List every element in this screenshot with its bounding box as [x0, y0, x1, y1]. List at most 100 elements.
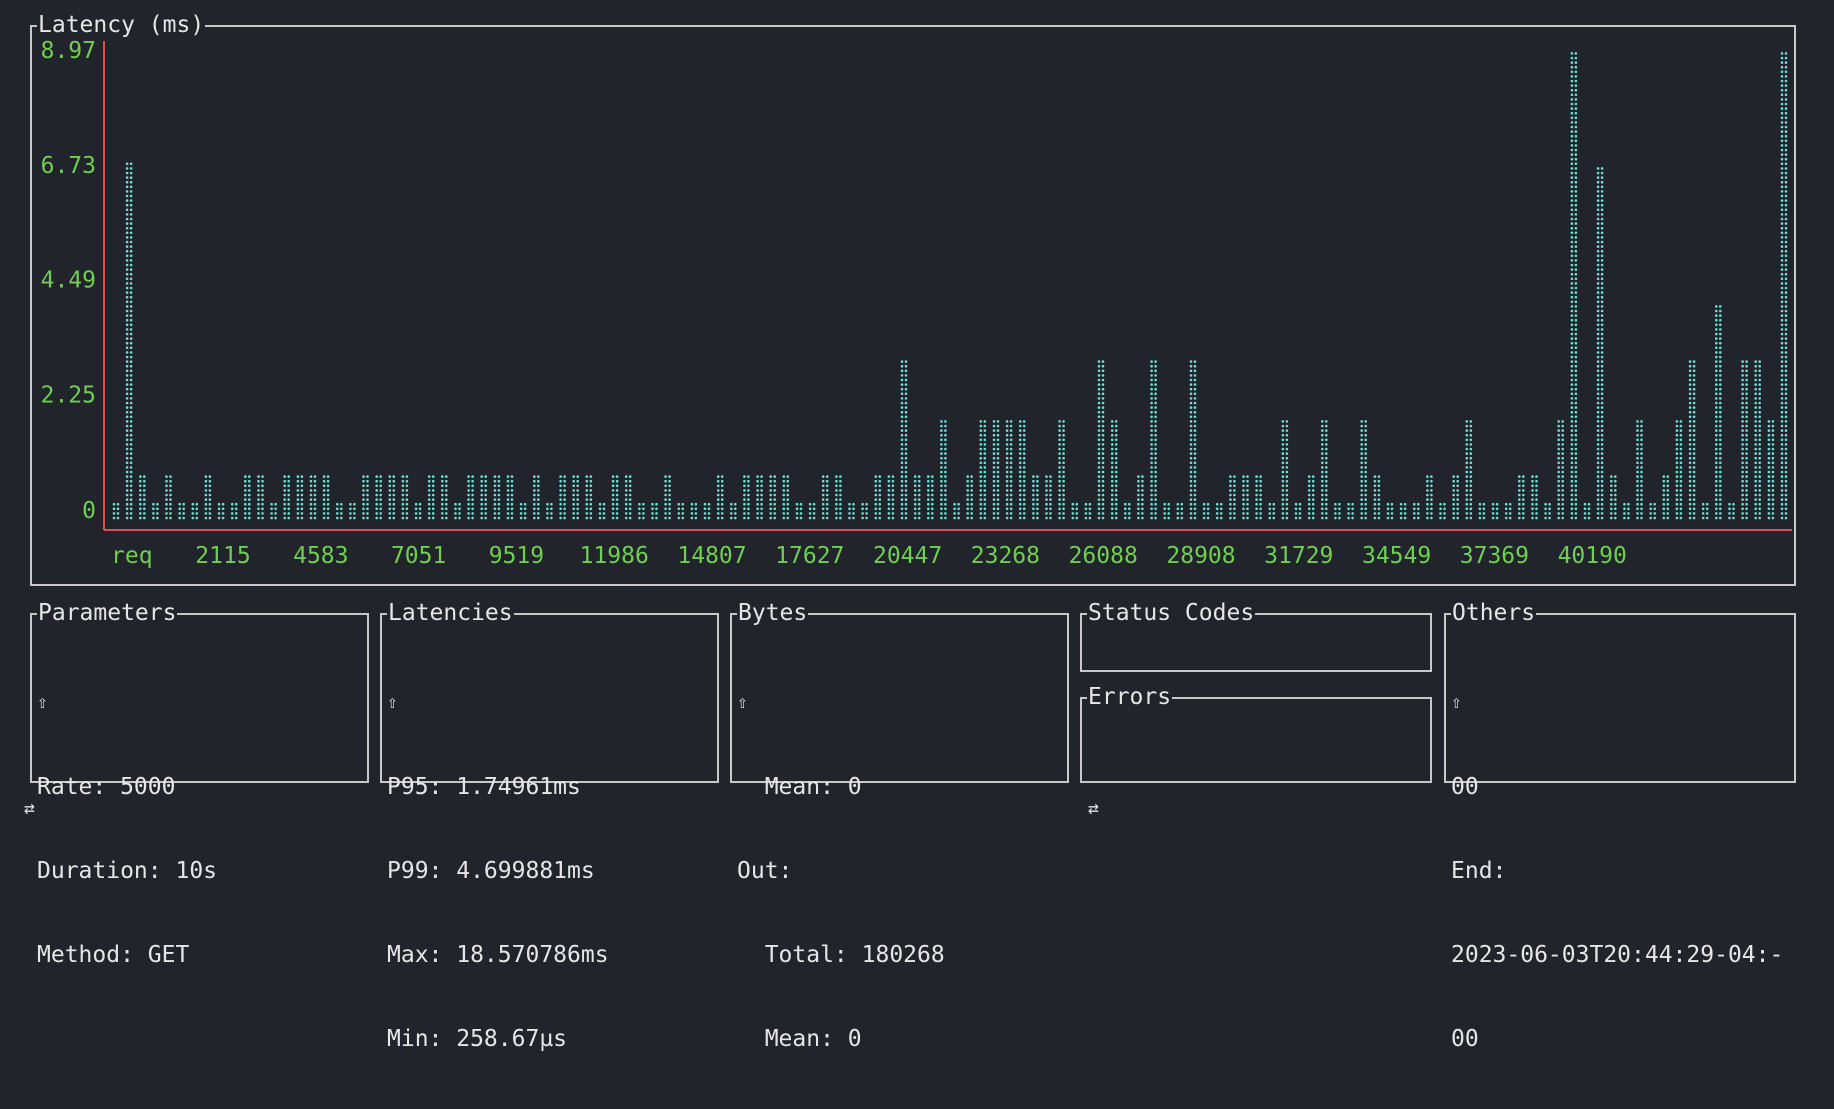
scroll-up-arrow-icon[interactable]: ⇧: [387, 692, 398, 713]
latency-min: Min: 258.67µs: [387, 1026, 568, 1052]
latency-bar: [690, 502, 698, 520]
latency-bar: [585, 475, 593, 520]
latency-bar: [1596, 167, 1604, 520]
latency-bar: [887, 475, 895, 520]
latencies-title: Latencies: [387, 598, 514, 628]
latency-bar: [1242, 475, 1249, 520]
bytes-panel: Bytes ⇧ Mean: 0 Out: Total: 180268 Mean:…: [730, 598, 1069, 1052]
latency-bar: [1701, 502, 1709, 520]
latency-bar: [1780, 52, 1788, 520]
others-end-label: End:: [1451, 858, 1507, 884]
latency-bar: [874, 475, 882, 520]
swap-right-icon[interactable]: ⇄: [1088, 798, 1099, 819]
latency-bar: [664, 475, 671, 520]
latency-bar: [1426, 475, 1433, 520]
latency-bar: [1623, 502, 1630, 520]
parameters-body: ⇧ Rate: 5000 Duration: 10s Method: GET: [37, 633, 363, 1025]
latency-bar: [1675, 420, 1683, 520]
latency-p99: P99: 4.699881ms: [387, 858, 595, 884]
latency-bar: [1491, 502, 1499, 520]
latency-bar: [1018, 420, 1026, 520]
latency-bar: [1347, 502, 1354, 520]
latency-bar: [624, 475, 632, 520]
latency-bar: [1373, 475, 1381, 520]
latency-bar: [1084, 502, 1092, 520]
latency-bar: [1754, 360, 1761, 520]
latency-bar: [861, 502, 868, 520]
latency-bar: [112, 502, 120, 520]
latency-bar: [309, 475, 317, 520]
latency-bar: [1268, 502, 1276, 520]
others-end-timestamp: 2023-06-03T20:44:29-04:-: [1451, 942, 1784, 968]
errors-title: Errors: [1087, 682, 1173, 712]
latency-bar: [204, 475, 212, 520]
x-tick-label: 40190: [1558, 543, 1627, 569]
latency-bar: [1202, 502, 1210, 520]
x-tick-label: 2115: [195, 543, 250, 569]
scroll-up-arrow-icon[interactable]: ⇧: [737, 692, 748, 713]
latency-bar: [953, 502, 960, 520]
latency-bar: [1032, 475, 1039, 520]
latency-bar: [1570, 52, 1578, 520]
x-tick-label: 20447: [873, 543, 942, 569]
errors-panel: Errors: [1080, 682, 1432, 783]
others-line-1: 00: [1451, 774, 1479, 800]
latency-bar: [454, 502, 461, 520]
latency-bar: [559, 475, 566, 520]
x-tick-label: 7051: [391, 543, 446, 569]
latency-bar: [1518, 475, 1525, 520]
latency-bar: [1413, 502, 1420, 520]
latency-bar: [467, 475, 474, 520]
latency-bar: [1688, 360, 1696, 520]
latency-bar: [651, 502, 658, 520]
latency-bar: [940, 420, 947, 520]
latency-bar: [1662, 475, 1670, 520]
latency-bar: [257, 475, 264, 520]
x-tick-label-start: req: [111, 543, 153, 569]
scroll-up-arrow-icon[interactable]: ⇧: [1451, 692, 1462, 713]
bytes-title: Bytes: [737, 598, 809, 628]
latency-bar: [1334, 502, 1341, 520]
latency-bar: [1124, 502, 1131, 520]
latencies-panel: Latencies ⇧ P95: 1.74961ms P99: 4.699881…: [380, 598, 719, 1052]
latency-bar: [638, 502, 645, 520]
latency-bar: [283, 475, 290, 520]
latency-bar: [795, 502, 803, 520]
latencies-body: ⇧ P95: 1.74961ms P99: 4.699881ms Max: 18…: [387, 633, 713, 1109]
y-tick-label: 4.49: [41, 268, 96, 294]
latency-bar: [388, 475, 396, 520]
latency-bar: [1636, 420, 1643, 520]
latency-bar: [808, 502, 816, 520]
latency-bar: [1189, 360, 1197, 520]
latency-bar: [1504, 502, 1512, 520]
y-tick-label: 2.25: [41, 383, 96, 409]
latency-bar: [441, 475, 448, 520]
latency-bar: [375, 475, 383, 520]
latency-bar: [979, 420, 987, 520]
latency-bar: [1215, 502, 1223, 520]
bytes-out-label: Out:: [737, 858, 793, 884]
latency-bar: [506, 475, 514, 520]
y-tick-label: 6.73: [41, 153, 96, 179]
latency-bar: [677, 502, 685, 520]
bytes-out-mean: Mean: 0: [737, 1026, 862, 1052]
parameter-method: Method: GET: [37, 942, 190, 968]
latency-bar: [900, 360, 908, 520]
bytes-in-mean: Mean: 0: [737, 774, 862, 800]
x-tick-label: 9519: [489, 543, 544, 569]
latency-bar: [1176, 502, 1184, 520]
latency-bar: [1045, 475, 1052, 520]
x-tick-label: 26088: [1069, 543, 1138, 569]
latency-p95: P95: 1.74961ms: [387, 774, 581, 800]
latency-bar: [178, 502, 185, 520]
latency-bar: [1229, 475, 1236, 520]
latency-bar: [296, 475, 304, 520]
latency-bar: [1255, 475, 1262, 520]
latency-bar: [322, 475, 330, 520]
parameters-title: Parameters: [37, 598, 178, 628]
scroll-up-arrow-icon[interactable]: ⇧: [37, 692, 48, 713]
y-tick-label: 8.97: [41, 38, 96, 64]
latency-bar: [191, 502, 199, 520]
latency-bar: [1452, 475, 1459, 520]
swap-left-icon[interactable]: ⇄: [24, 798, 35, 819]
